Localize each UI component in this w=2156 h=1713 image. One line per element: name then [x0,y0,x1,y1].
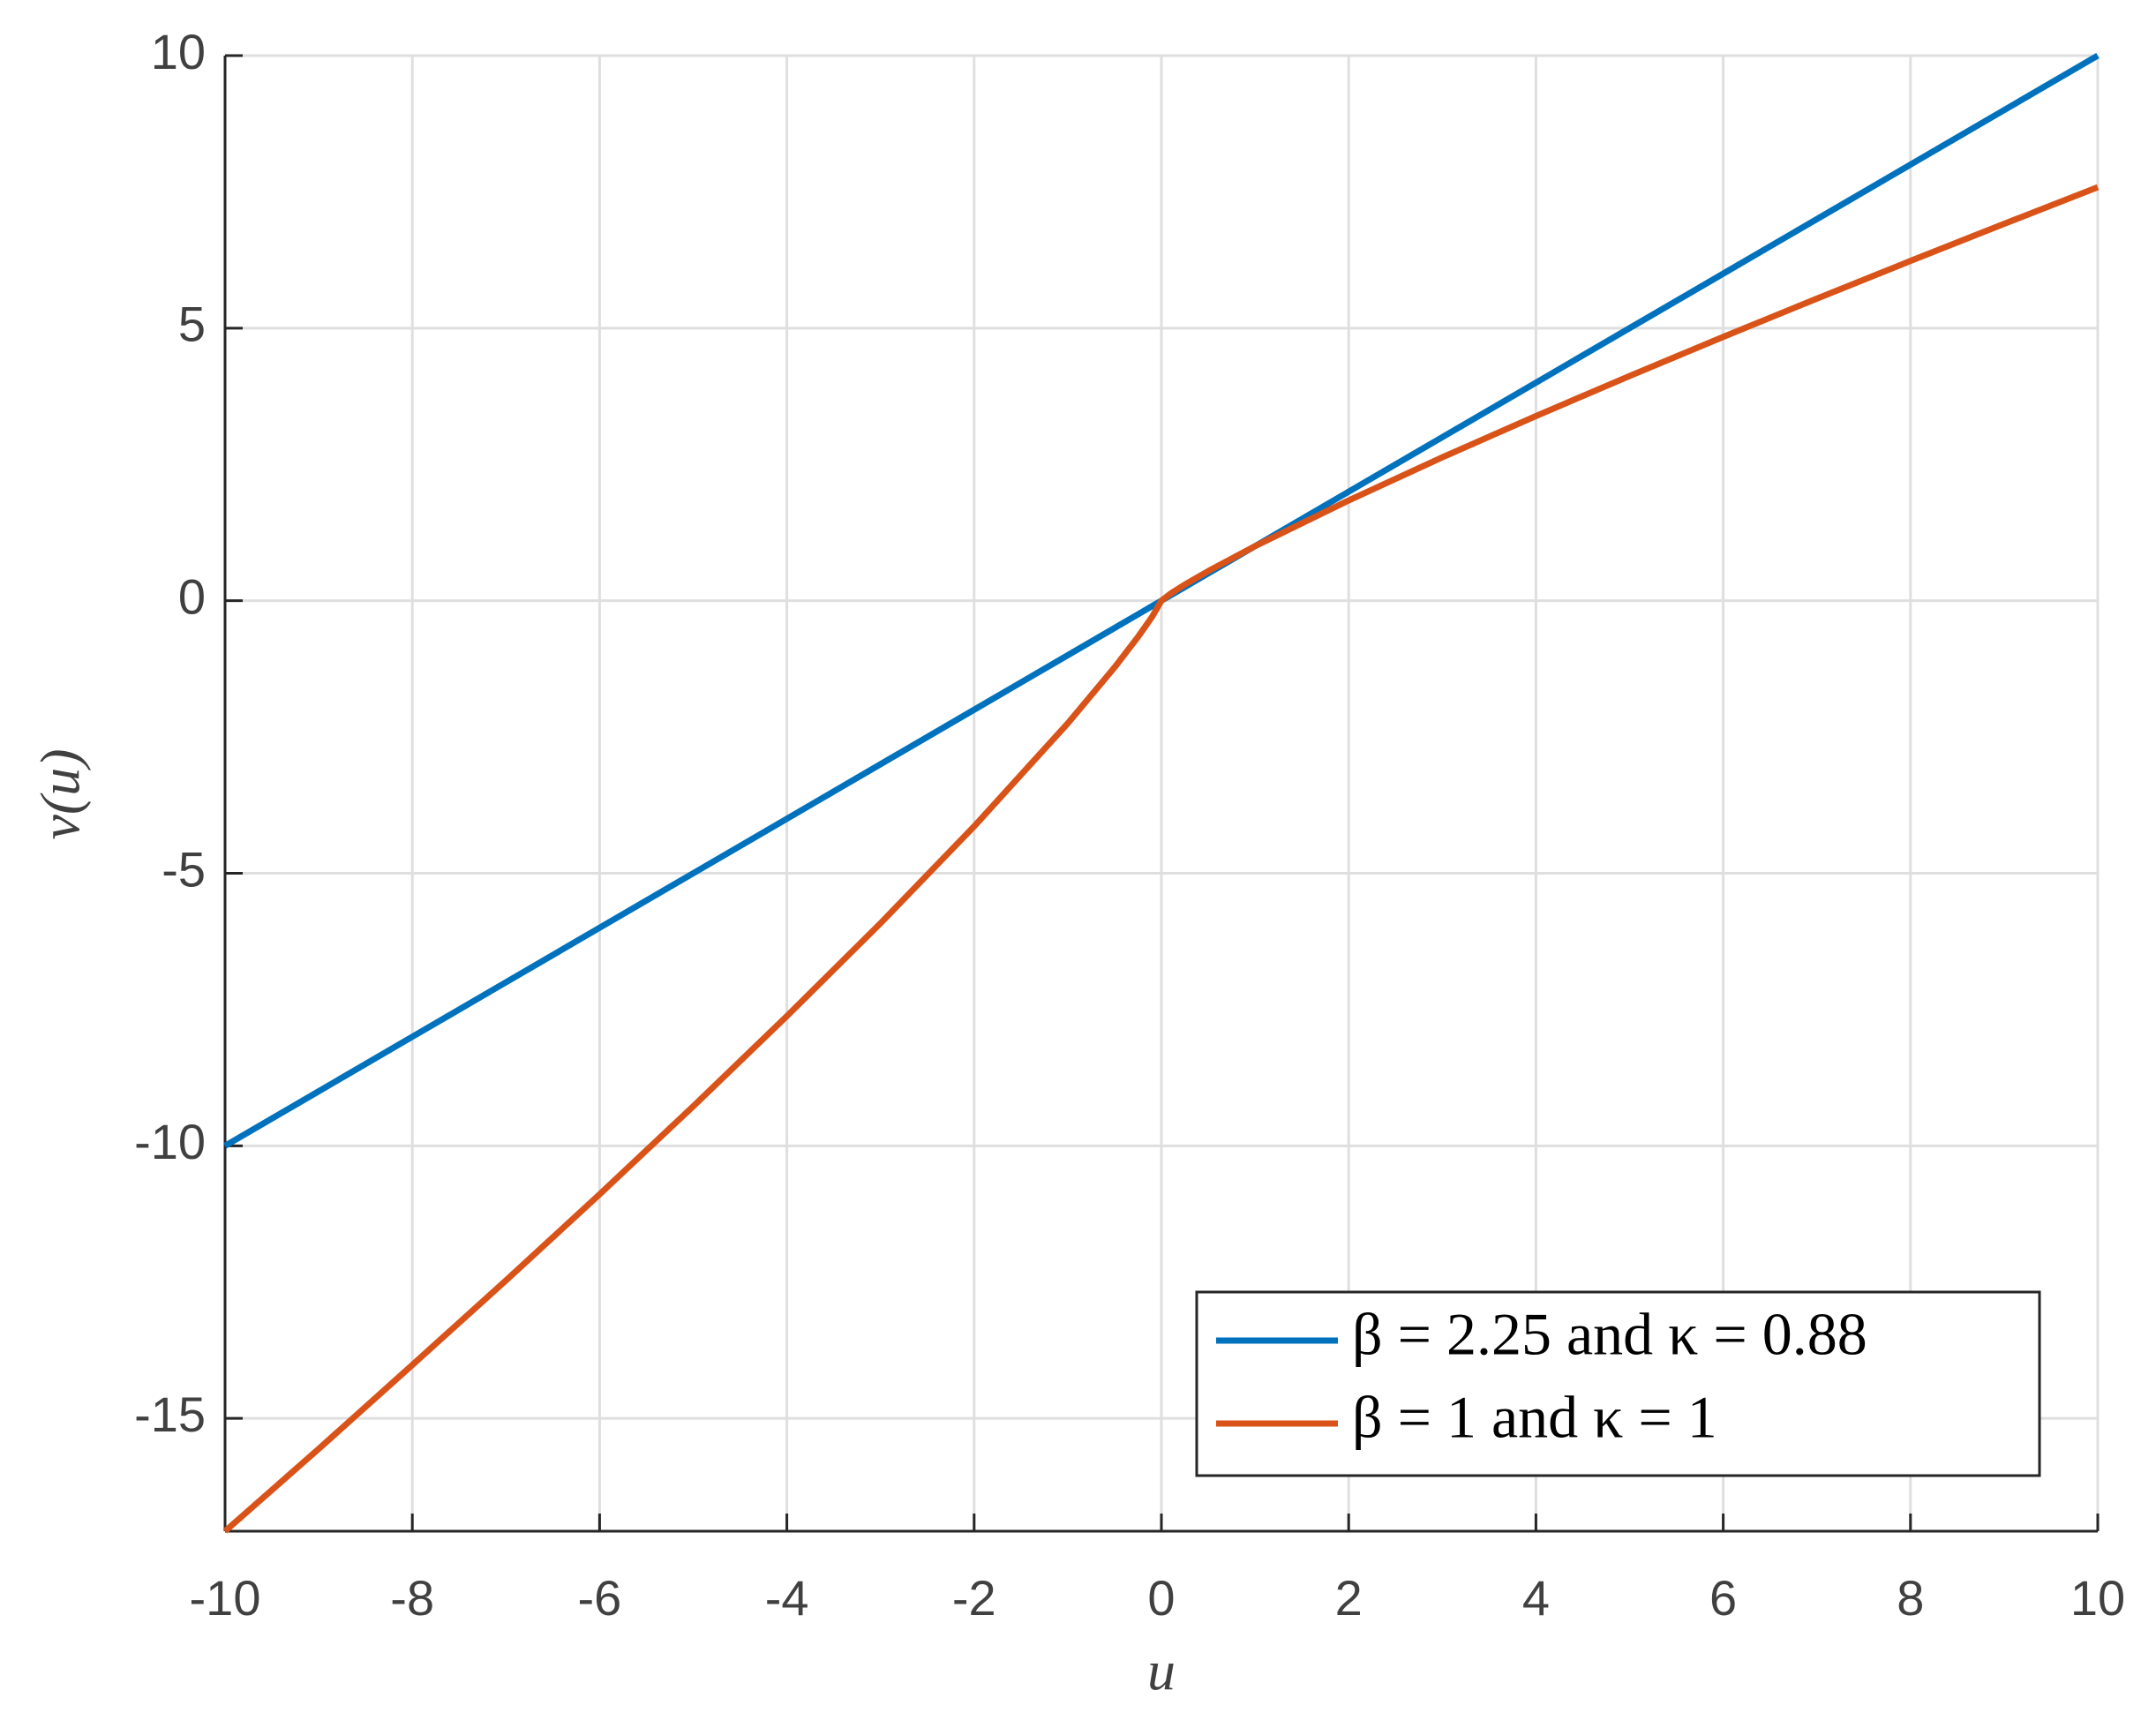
y-tick-label: 0 [178,568,206,624]
x-tick-label: 8 [1897,1570,1924,1626]
x-tick-label: -4 [765,1570,809,1626]
y-tick-label: 10 [151,24,206,79]
y-axis-label: v(u) [29,748,92,839]
y-tick-label: 5 [178,297,206,352]
x-tick-label: -10 [190,1570,261,1626]
x-tick-label: 6 [1709,1570,1737,1626]
x-tick-label: -6 [578,1570,622,1626]
x-axis-label: u [1147,1640,1176,1702]
y-tick-label: -5 [162,841,206,897]
legend-label: β = 1 and κ = 1 [1352,1384,1717,1451]
y-tick-label: -15 [134,1386,206,1442]
legend-box [1195,1290,2041,1477]
x-tick-label: -2 [952,1570,996,1626]
line [222,184,2100,1534]
x-tick-label: 0 [1147,1570,1175,1626]
x-tick-label: 4 [1522,1570,1550,1626]
x-tick-label: 2 [1335,1570,1363,1626]
x-tick-label: 10 [2070,1570,2125,1626]
y-tick-label: -10 [134,1114,206,1169]
x-tick-label: -8 [390,1570,434,1626]
legend-label: β = 2.25 and κ = 0.88 [1352,1301,1867,1368]
